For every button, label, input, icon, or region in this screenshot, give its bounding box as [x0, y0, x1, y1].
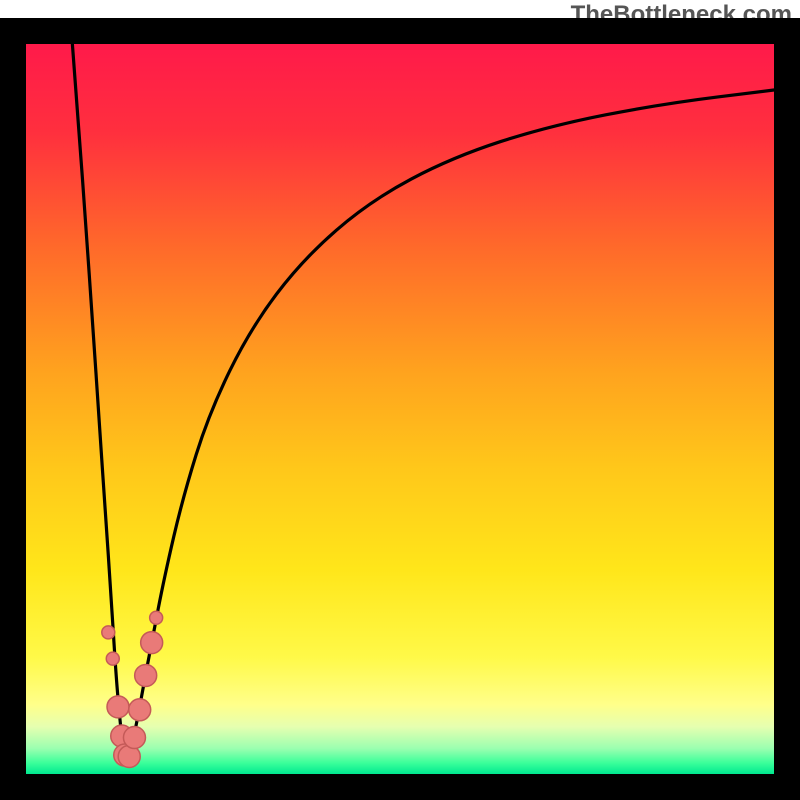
bottleneck-chart-svg	[0, 0, 800, 800]
chart-root: TheBottleneck.com	[0, 0, 800, 800]
data-dot	[129, 699, 151, 721]
data-dot	[123, 727, 145, 749]
data-dot	[106, 652, 119, 665]
data-dot	[141, 632, 163, 654]
gradient-background	[26, 44, 774, 774]
data-dot	[150, 611, 163, 624]
data-dot	[135, 664, 157, 686]
data-dot	[102, 626, 115, 639]
data-dot	[107, 696, 129, 718]
